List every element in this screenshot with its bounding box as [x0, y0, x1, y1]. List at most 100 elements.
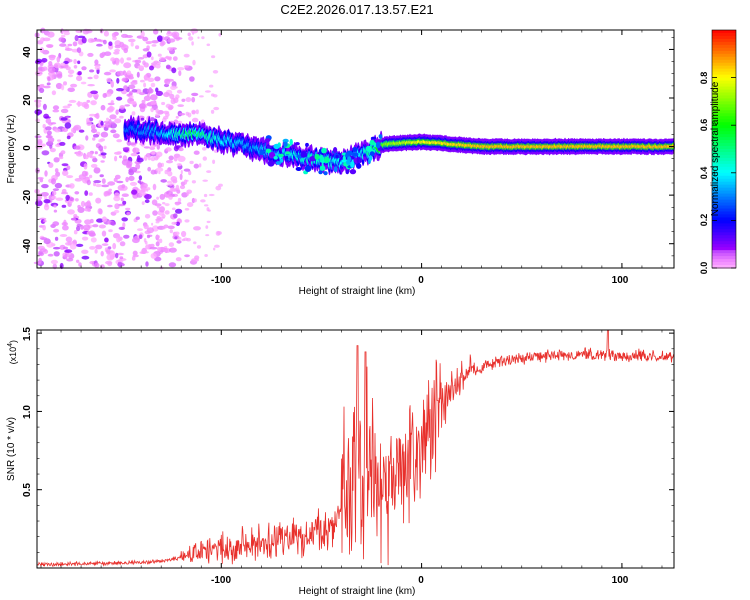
- noise-speck: [80, 81, 87, 85]
- noise-speck: [73, 58, 77, 65]
- noise-speck: [129, 166, 138, 173]
- noise-speck: [155, 241, 160, 247]
- noise-speck: [103, 191, 108, 197]
- noise-speck: [94, 59, 99, 65]
- noise-speck: [89, 246, 96, 250]
- noise-speck: [211, 55, 216, 59]
- spectral-blob: [278, 153, 284, 158]
- noise-speck: [130, 152, 138, 157]
- noise-speck: [100, 152, 107, 156]
- noise-speck: [53, 209, 58, 213]
- noise-speck: [86, 99, 91, 103]
- noise-speck: [66, 135, 71, 140]
- noise-speck: [75, 243, 84, 247]
- noise-speck: [126, 212, 131, 216]
- noise-speck: [81, 37, 87, 44]
- noise-speck: [54, 128, 61, 133]
- noise-speck: [163, 92, 170, 98]
- colorbar-strip: [712, 256, 736, 260]
- noise-speck: [77, 38, 83, 45]
- noise-speck: [171, 31, 180, 38]
- spectral-blob: [318, 170, 323, 175]
- noise-speck: [150, 107, 154, 113]
- noise-speck: [185, 97, 192, 103]
- snr-xlabel: Height of straight line (km): [299, 586, 416, 597]
- noise-speck: [67, 103, 72, 107]
- colorbar-strip: [712, 59, 736, 64]
- noise-speck: [168, 262, 177, 268]
- noise-speck: [191, 117, 199, 123]
- noise-speck: [47, 66, 56, 73]
- noise-speck: [176, 189, 181, 194]
- noise-speck: [128, 84, 136, 90]
- noise-speck: [113, 177, 118, 182]
- colorbar-tick-label: 0.4: [699, 167, 709, 180]
- noise-speck: [126, 70, 132, 76]
- noise-speck: [129, 95, 134, 99]
- noise-speck: [43, 199, 51, 204]
- noise-speck: [84, 190, 89, 196]
- colorbar-tick-label: 0.8: [699, 72, 709, 85]
- figure-title: C2E2.2026.017.13.57.E21: [280, 2, 433, 17]
- noise-speck: [108, 41, 113, 46]
- noise-speck: [167, 170, 173, 177]
- noise-speck: [142, 48, 150, 52]
- noise-speck: [92, 134, 100, 138]
- spectral-blob: [378, 134, 383, 139]
- noise-speck: [156, 155, 160, 159]
- snr-series-line: [36, 329, 675, 567]
- spectrogram-ytick-label: 0: [22, 145, 33, 151]
- noise-speck: [137, 65, 144, 69]
- noise-speck: [187, 32, 191, 37]
- noise-speck: [198, 163, 202, 168]
- colorbar-strip: [712, 125, 736, 129]
- spectrogram-xtick-label: 100: [612, 275, 629, 286]
- spectral-blob: [352, 146, 358, 152]
- colorbar-strip: [712, 226, 736, 230]
- spectral-blob: [289, 138, 293, 146]
- noise-speck: [154, 203, 162, 207]
- noise-speck: [155, 221, 160, 224]
- noise-speck: [60, 117, 68, 121]
- spectral-blob: [259, 150, 265, 155]
- noise-speck: [53, 246, 61, 250]
- noise-speck: [149, 65, 154, 71]
- colorbar-strip: [712, 154, 736, 159]
- noise-speck: [67, 87, 75, 93]
- noise-speck: [130, 41, 134, 47]
- noise-speck: [155, 113, 160, 118]
- noise-speck: [184, 219, 190, 223]
- noise-speck: [63, 81, 67, 86]
- colorbar-strip: [712, 208, 736, 213]
- noise-speck: [173, 156, 178, 162]
- noise-speck: [43, 113, 49, 119]
- colorbar-strip: [712, 196, 736, 201]
- noise-speck: [64, 122, 72, 129]
- noise-speck: [169, 93, 175, 99]
- noise-speck: [95, 183, 102, 188]
- colorbar-strip: [712, 247, 736, 251]
- colorbar-strip: [712, 77, 736, 82]
- noise-speck: [65, 242, 72, 246]
- noise-speck: [191, 92, 199, 97]
- noise-speck: [110, 221, 116, 226]
- spectral-blob: [265, 148, 272, 153]
- noise-speck: [178, 70, 182, 77]
- noise-speck: [208, 209, 211, 212]
- colorbar-ticks: [712, 77, 736, 269]
- noise-speck: [186, 202, 194, 208]
- noise-speck: [135, 216, 140, 220]
- noise-speck: [203, 193, 208, 198]
- noise-speck: [116, 70, 125, 76]
- noise-speck: [204, 254, 208, 257]
- colorbar-strip: [712, 235, 736, 239]
- noise-speck: [123, 47, 128, 54]
- noise-speck: [42, 66, 48, 71]
- noise-speck: [125, 163, 132, 169]
- noise-speck: [146, 189, 149, 192]
- noise-speck: [188, 170, 192, 176]
- noise-speck: [172, 56, 178, 61]
- noise-speck: [192, 32, 195, 35]
- noise-speck: [47, 76, 51, 82]
- noise-speck: [168, 155, 174, 161]
